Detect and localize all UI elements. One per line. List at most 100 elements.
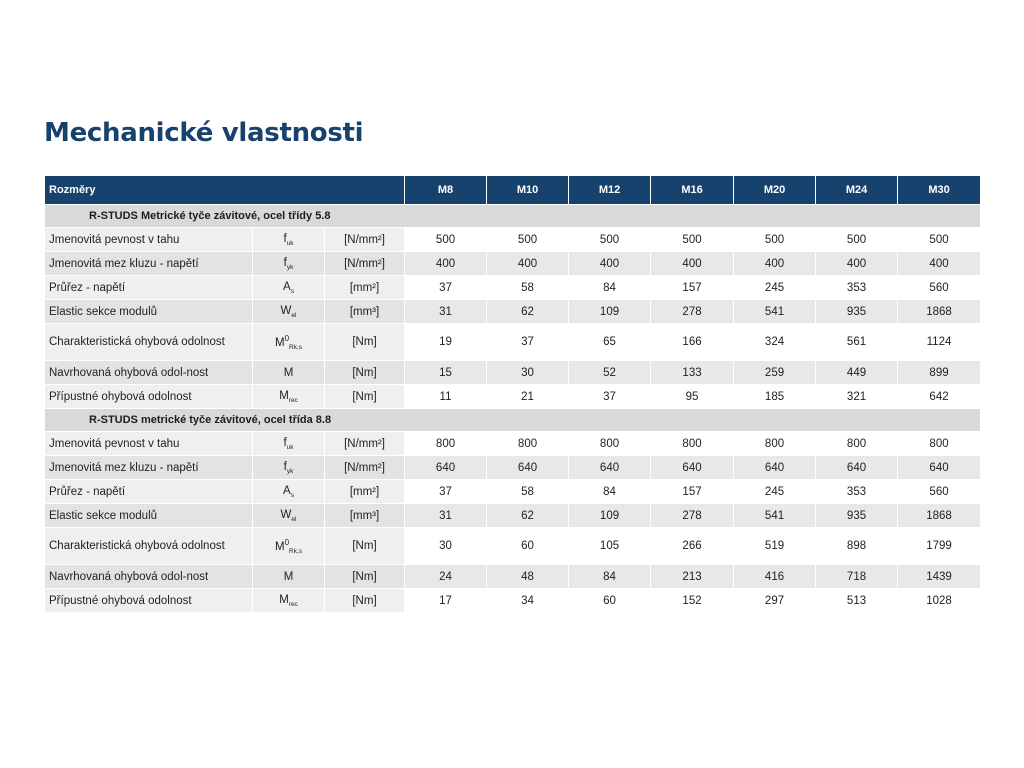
property-label: Charakteristická ohybová odolnost (44, 323, 253, 361)
symbol-subscript: s (290, 491, 294, 499)
value-cell: 84 (568, 275, 652, 300)
property-unit: [mm³] (323, 503, 406, 528)
symbol-main: M (283, 570, 294, 583)
value-cell: 1868 (897, 503, 982, 528)
value-cell: 1124 (897, 323, 982, 361)
value-cell: 37 (568, 384, 652, 409)
value-cell: 157 (650, 275, 735, 300)
symbol-subscript: el (291, 311, 297, 319)
section-title: R-STUDS metrické tyče závitové, ocel tří… (43, 408, 982, 432)
value-cell: 84 (568, 479, 652, 504)
property-label: Charakteristická ohybová odolnost (44, 527, 253, 565)
value-cell: 105 (568, 527, 652, 565)
value-cell: 353 (815, 479, 899, 504)
value-cell: 400 (404, 251, 488, 276)
value-cell: 37 (404, 479, 488, 504)
value-cell: 400 (897, 251, 982, 276)
value-cell: 500 (650, 227, 735, 252)
property-unit: [mm²] (323, 275, 406, 300)
page-title: Mechanické vlastnosti (44, 118, 364, 148)
value-cell: 60 (568, 588, 652, 613)
property-symbol: M0Rk,s (252, 323, 325, 361)
table-row: Průřez - napětí As [mm²] 37 58 84 157 245 353 560 (44, 479, 982, 504)
value-cell: 500 (404, 227, 488, 252)
value-cell: 500 (568, 227, 652, 252)
table-row: Přípustné ohybová odolnost Mrec [Nm] 17 34 60… (44, 588, 982, 613)
property-label: Jmenovitá mez kluzu - napětí (44, 455, 253, 480)
property-label: Přípustné ohybová odolnost (44, 384, 253, 409)
property-unit: [N/mm²] (323, 251, 406, 276)
value-cell: 541 (733, 503, 817, 528)
value-cell: 935 (815, 299, 899, 324)
value-cell: 640 (733, 455, 817, 480)
table-row: Jmenovitá pevnost v tahu fuk [N/mm²] 500 500… (44, 227, 982, 252)
header-col-m8: M8 (404, 175, 488, 205)
header-col-m20: M20 (733, 175, 817, 205)
value-cell: 500 (733, 227, 817, 252)
property-label: Jmenovitá pevnost v tahu (44, 431, 253, 456)
value-cell: 1028 (897, 588, 982, 613)
property-unit: [Nm] (323, 323, 406, 361)
symbol-main: M (274, 540, 285, 553)
value-cell: 65 (568, 323, 652, 361)
value-cell: 800 (733, 431, 817, 456)
property-symbol: Wel (252, 503, 325, 528)
value-cell: 513 (815, 588, 899, 613)
value-cell: 109 (568, 299, 652, 324)
value-cell: 1868 (897, 299, 982, 324)
property-label: Přípustné ohybová odolnost (44, 588, 253, 613)
table-row: Jmenovitá mez kluzu - napětí fyk [N/mm²] 64… (44, 455, 982, 480)
header-dimensions: Rozměry (43, 175, 406, 205)
symbol-main: W (280, 508, 292, 521)
value-cell: 400 (650, 251, 735, 276)
property-label: Jmenovitá mez kluzu - napětí (44, 251, 253, 276)
value-cell: 642 (897, 384, 982, 409)
header-col-m30: M30 (897, 175, 982, 205)
value-cell: 800 (486, 431, 570, 456)
property-unit: [N/mm²] (323, 431, 406, 456)
value-cell: 152 (650, 588, 735, 613)
value-cell: 800 (897, 431, 982, 456)
value-cell: 640 (650, 455, 735, 480)
property-unit: [Nm] (323, 564, 406, 589)
value-cell: 30 (486, 360, 570, 385)
value-cell: 800 (815, 431, 899, 456)
value-cell: 24 (404, 564, 488, 589)
value-cell: 34 (486, 588, 570, 613)
value-cell: 400 (733, 251, 817, 276)
section-header-row: R-STUDS metrické tyče závitové, ocel tří… (43, 408, 982, 432)
table-row: Charakteristická ohybová odolnost M0Rk,s[… (44, 527, 982, 565)
header-col-m10: M10 (486, 175, 570, 205)
value-cell: 245 (733, 275, 817, 300)
value-cell: 324 (733, 323, 817, 361)
value-cell: 266 (650, 527, 735, 565)
table-row: Průřez - napětí As [mm²] 37 58 84 157 245 353 560 (44, 275, 982, 300)
property-symbol: fyk (252, 251, 325, 276)
value-cell: 718 (815, 564, 899, 589)
value-cell: 15 (404, 360, 488, 385)
property-symbol: fuk (252, 431, 325, 456)
property-unit: [mm²] (323, 479, 406, 504)
value-cell: 259 (733, 360, 817, 385)
value-cell: 62 (486, 299, 570, 324)
value-cell: 899 (897, 360, 982, 385)
property-unit: [Nm] (323, 527, 406, 565)
value-cell: 31 (404, 503, 488, 528)
value-cell: 60 (486, 527, 570, 565)
property-symbol: Mrec (252, 588, 325, 613)
symbol-subscript: s (290, 287, 294, 295)
table-body: R-STUDS Metrické tyče závitové, ocel tří… (43, 204, 982, 613)
symbol-subscript: uk (286, 239, 294, 247)
table-row: Elastic sekce modulů Wel [mm³] 31 62 109 278 54… (44, 299, 982, 324)
table-row: Navrhovaná ohybová odol-nost M [Nm] 15 30 52 1… (44, 360, 982, 385)
symbol-main: M (283, 366, 294, 379)
header-col-m16: M16 (650, 175, 735, 205)
table-row: Přípustné ohybová odolnost Mrec [Nm] 11 21 37… (44, 384, 982, 409)
table-header-row: Rozměry M8 M10 M12 M16 M20 M24 M30 (43, 175, 982, 205)
property-unit: [N/mm²] (323, 227, 406, 252)
property-symbol: M (252, 564, 325, 589)
symbol-subscript: rec (288, 600, 298, 608)
value-cell: 30 (404, 527, 488, 565)
value-cell: 640 (568, 455, 652, 480)
value-cell: 353 (815, 275, 899, 300)
